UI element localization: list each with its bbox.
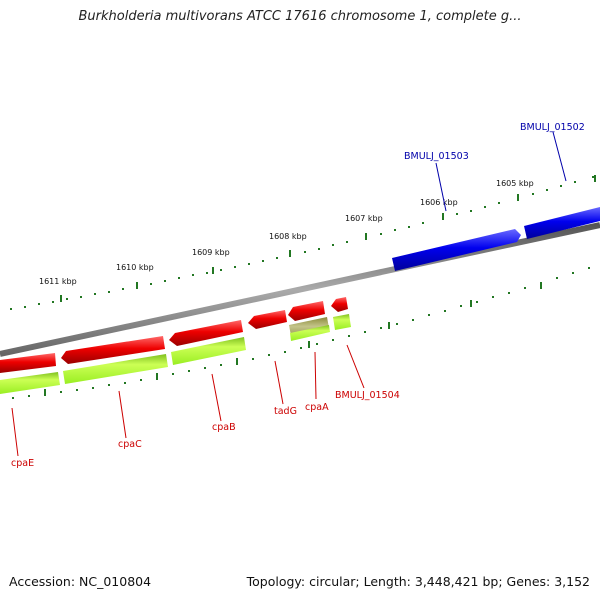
kbp-label: 1606 kbp (420, 198, 458, 207)
map-title: Burkholderia multivorans ATCC 17616 chro… (78, 9, 522, 24)
gene-label-BMULJ_01504[interactable]: BMULJ_01504 (335, 390, 400, 401)
accession-text: Accession: NC_010804 (9, 574, 152, 589)
reverse-strand-genes[interactable] (0, 297, 348, 373)
kbp-label: 1608 kbp (269, 232, 307, 241)
gene-arrow-cpaE[interactable] (0, 353, 56, 373)
forward-strand-genes[interactable] (392, 207, 600, 271)
gene-arrow-BMULJ_01504[interactable] (331, 297, 348, 312)
gene-arrow-cpaB[interactable] (169, 320, 243, 346)
gene-labels: BMULJ_01502 BMULJ_01503 BMULJ_01504 cpaE… (11, 122, 585, 469)
reverse-strand-cds[interactable] (0, 314, 351, 394)
chromosome-backbone (0, 222, 600, 357)
kbp-scale-labels: 1611 kbp 1610 kbp 1609 kbp 1608 kbp 1607… (39, 179, 534, 286)
gene-label-cpaA[interactable]: cpaA (305, 402, 329, 413)
kbp-label: 1611 kbp (39, 277, 77, 286)
cds-bar-cpaC[interactable] (63, 354, 168, 384)
gene-label-tadG[interactable]: tadG (274, 406, 297, 417)
cds-bar-cpaE[interactable] (0, 372, 60, 394)
kbp-label: 1609 kbp (192, 248, 230, 257)
topology-text: Topology: circular; Length: 3,448,421 bp… (246, 574, 590, 589)
gene-label-cpaB[interactable]: cpaB (212, 422, 236, 433)
gene-label-cpaE[interactable]: cpaE (11, 458, 34, 469)
kbp-label: 1605 kbp (496, 179, 534, 188)
cds-bar-cpaA[interactable] (290, 325, 330, 341)
cds-bar-BMULJ_01504[interactable] (333, 314, 351, 330)
gene-arrow-tadG[interactable] (248, 310, 287, 329)
gene-arrow-cpaA[interactable] (288, 301, 325, 321)
outer-tick-ring (10, 175, 596, 310)
inner-tick-ring (12, 267, 590, 399)
kbp-label: 1610 kbp (116, 263, 154, 272)
gene-arrow-cpaC[interactable] (61, 336, 165, 364)
gene-label-BMULJ_01503[interactable]: BMULJ_01503 (404, 151, 469, 162)
kbp-label: 1607 kbp (345, 214, 383, 223)
cds-bar-cpaB[interactable] (171, 337, 246, 365)
gene-label-BMULJ_01502[interactable]: BMULJ_01502 (520, 122, 585, 133)
gene-arrow-BMULJ_01502[interactable] (524, 207, 600, 239)
gene-label-cpaC[interactable]: cpaC (118, 439, 142, 450)
gene-arrow-BMULJ_01503[interactable] (392, 229, 521, 271)
label-leaders (11, 131, 567, 457)
